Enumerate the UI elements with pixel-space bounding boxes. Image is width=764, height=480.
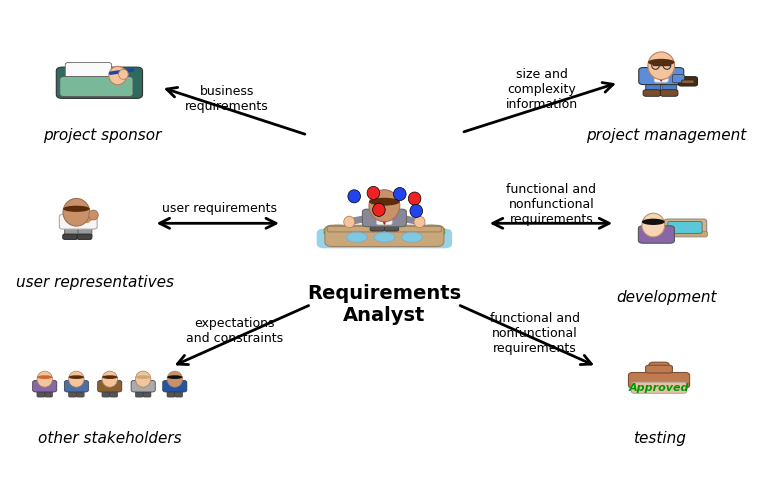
FancyBboxPatch shape [131,380,155,392]
Text: functional and
nonfunctional
requirements: functional and nonfunctional requirement… [490,312,580,355]
Ellipse shape [323,228,352,238]
FancyBboxPatch shape [643,90,661,96]
FancyBboxPatch shape [163,380,187,392]
FancyBboxPatch shape [175,389,183,397]
FancyBboxPatch shape [63,234,78,240]
Ellipse shape [167,375,183,379]
Text: business
requirements: business requirements [185,85,269,113]
Ellipse shape [102,375,118,379]
Ellipse shape [135,371,151,387]
Polygon shape [382,214,387,225]
Ellipse shape [417,228,445,238]
FancyBboxPatch shape [631,382,687,393]
FancyBboxPatch shape [681,80,694,84]
FancyBboxPatch shape [678,77,698,86]
Text: user requirements: user requirements [162,203,277,216]
Text: expectations
and constraints: expectations and constraints [186,317,283,345]
FancyBboxPatch shape [629,372,690,388]
FancyBboxPatch shape [646,80,661,94]
Ellipse shape [642,213,665,237]
FancyBboxPatch shape [325,225,444,247]
Ellipse shape [369,190,400,222]
Ellipse shape [69,375,84,379]
Ellipse shape [410,204,422,217]
FancyBboxPatch shape [60,214,97,229]
Ellipse shape [373,203,385,216]
Text: testing: testing [633,431,685,445]
FancyBboxPatch shape [639,68,684,84]
Text: project sponsor: project sponsor [44,128,162,143]
FancyBboxPatch shape [102,389,110,397]
FancyBboxPatch shape [65,225,79,238]
Ellipse shape [135,375,151,379]
Ellipse shape [69,371,84,387]
Ellipse shape [648,52,675,80]
Ellipse shape [37,375,53,379]
FancyBboxPatch shape [316,228,452,248]
Ellipse shape [167,371,183,387]
FancyBboxPatch shape [384,220,399,231]
FancyBboxPatch shape [362,209,406,227]
FancyBboxPatch shape [76,389,84,397]
FancyBboxPatch shape [44,389,53,397]
FancyBboxPatch shape [64,380,89,392]
FancyBboxPatch shape [370,220,384,231]
Ellipse shape [369,198,400,205]
FancyBboxPatch shape [110,389,118,397]
Ellipse shape [102,371,118,387]
FancyBboxPatch shape [69,389,76,397]
Ellipse shape [109,66,127,84]
Polygon shape [659,72,663,81]
Ellipse shape [408,192,421,205]
Ellipse shape [414,216,425,228]
Ellipse shape [648,59,675,66]
Ellipse shape [323,225,352,235]
FancyBboxPatch shape [668,221,702,233]
FancyBboxPatch shape [664,219,707,236]
Text: functional and
nonfunctional
requirements: functional and nonfunctional requirement… [507,183,597,226]
FancyBboxPatch shape [135,389,143,397]
Ellipse shape [393,188,406,201]
Ellipse shape [63,205,89,212]
FancyBboxPatch shape [77,234,92,240]
Ellipse shape [642,219,665,225]
FancyBboxPatch shape [649,362,669,379]
FancyBboxPatch shape [57,67,143,98]
Text: user representatives: user representatives [16,276,174,290]
Ellipse shape [367,186,380,200]
FancyBboxPatch shape [78,225,92,238]
Ellipse shape [118,69,128,79]
FancyBboxPatch shape [663,231,707,237]
FancyBboxPatch shape [60,76,133,96]
Ellipse shape [348,190,361,203]
FancyBboxPatch shape [377,212,392,225]
FancyBboxPatch shape [672,74,685,83]
Ellipse shape [347,232,367,242]
FancyBboxPatch shape [33,380,57,392]
Text: size and
complexity
information: size and complexity information [506,68,578,111]
FancyBboxPatch shape [646,365,672,373]
Text: Approved: Approved [629,383,689,393]
FancyBboxPatch shape [65,62,112,84]
Ellipse shape [344,216,354,228]
Ellipse shape [37,371,53,387]
FancyBboxPatch shape [654,70,668,82]
FancyBboxPatch shape [143,389,151,397]
Ellipse shape [89,210,99,220]
FancyBboxPatch shape [167,389,175,397]
Ellipse shape [417,225,445,235]
Text: project management: project management [586,128,746,143]
Text: Requirements
Analyst: Requirements Analyst [307,284,461,325]
FancyBboxPatch shape [327,227,442,232]
FancyBboxPatch shape [98,380,121,392]
Ellipse shape [63,198,89,226]
Text: development: development [616,290,717,305]
FancyBboxPatch shape [662,80,677,94]
Text: other stakeholders: other stakeholders [38,431,182,445]
Ellipse shape [374,232,395,242]
FancyBboxPatch shape [37,389,45,397]
Ellipse shape [401,232,422,242]
FancyBboxPatch shape [639,226,675,243]
FancyBboxPatch shape [660,90,678,96]
